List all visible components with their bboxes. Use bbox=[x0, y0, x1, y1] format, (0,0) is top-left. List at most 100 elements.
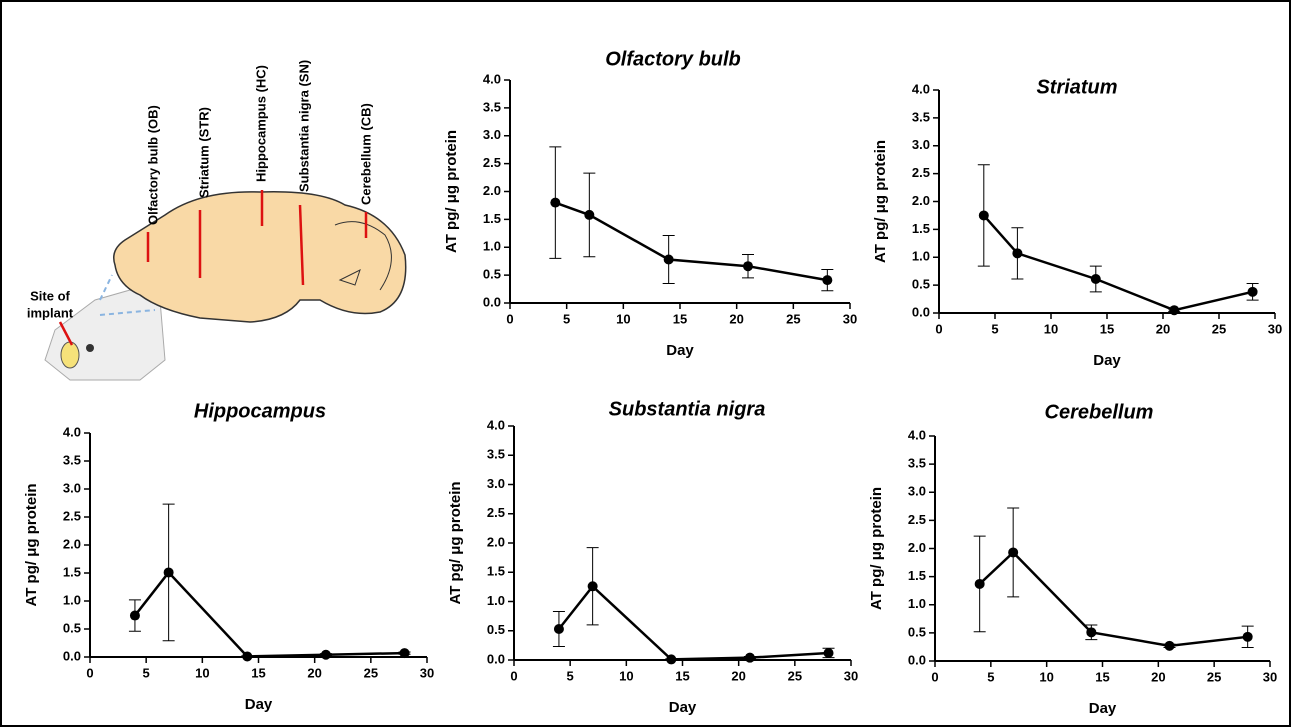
y-tick-label: 0.5 bbox=[912, 277, 930, 292]
y-tick-label: 1.5 bbox=[483, 211, 501, 226]
y-tick-label: 3.5 bbox=[908, 456, 926, 471]
y-tick-label: 1.0 bbox=[908, 596, 926, 611]
y-tick-label: 0.5 bbox=[63, 620, 81, 635]
x-tick-label: 15 bbox=[1095, 669, 1109, 684]
x-tick-label: 20 bbox=[1156, 321, 1170, 336]
x-tick-label: 0 bbox=[86, 665, 93, 680]
x-tick-label: 0 bbox=[510, 668, 517, 683]
y-tick-label: 3.5 bbox=[487, 447, 505, 462]
y-tick-label: 1.0 bbox=[487, 593, 505, 608]
x-tick-label: 15 bbox=[1100, 321, 1114, 336]
y-tick-label: 2.5 bbox=[912, 165, 930, 180]
point bbox=[1169, 305, 1180, 316]
point bbox=[743, 261, 753, 272]
y-tick-label: 2.0 bbox=[912, 193, 930, 208]
y-tick-label: 3.0 bbox=[487, 476, 505, 491]
y-tick-label: 1.0 bbox=[912, 249, 930, 264]
y-tick-label: 1.0 bbox=[63, 592, 81, 607]
y-tick-label: 0.0 bbox=[483, 294, 501, 309]
y-tick-label: 2.0 bbox=[483, 183, 501, 198]
diagram-label: Striatum (STR) bbox=[196, 107, 211, 198]
y-tick-label: 3.0 bbox=[908, 484, 926, 499]
x-tick-label: 15 bbox=[675, 668, 689, 683]
y-tick-label: 3.5 bbox=[63, 452, 81, 467]
x-tick-label: 5 bbox=[143, 665, 150, 680]
chart-title: Olfactory bulb bbox=[605, 48, 741, 70]
x-tick-label: 30 bbox=[844, 668, 858, 683]
implant-label: implant bbox=[27, 305, 74, 320]
point bbox=[399, 648, 410, 659]
y-axis-label: AT pg/ μg protein bbox=[447, 481, 464, 604]
y-tick-label: 4.0 bbox=[483, 71, 501, 86]
x-tick-label: 5 bbox=[563, 311, 570, 326]
point bbox=[584, 209, 595, 220]
x-tick-label: 25 bbox=[786, 311, 800, 326]
point bbox=[1012, 248, 1023, 259]
point bbox=[587, 581, 598, 592]
chart-title: Hippocampus bbox=[194, 400, 326, 422]
y-tick-label: 1.5 bbox=[487, 564, 505, 579]
point bbox=[242, 651, 253, 662]
x-tick-label: 5 bbox=[991, 321, 998, 336]
y-tick-label: 3.0 bbox=[912, 137, 930, 152]
y-tick-label: 3.0 bbox=[483, 127, 501, 142]
chart-title: Cerebellum bbox=[1045, 401, 1154, 423]
x-tick-label: 25 bbox=[788, 668, 802, 683]
y-tick-label: 0.0 bbox=[908, 652, 926, 667]
y-tick-label: 4.0 bbox=[487, 417, 505, 432]
y-tick-label: 0.5 bbox=[487, 622, 505, 637]
x-tick-label: 10 bbox=[1039, 669, 1053, 684]
x-tick-label: 25 bbox=[1212, 321, 1226, 336]
x-tick-label: 20 bbox=[729, 311, 743, 326]
x-tick-label: 15 bbox=[251, 665, 265, 680]
x-tick-label: 20 bbox=[307, 665, 321, 680]
x-axis-label: Day bbox=[1093, 352, 1121, 369]
y-tick-label: 4.0 bbox=[63, 424, 81, 439]
y-tick-label: 2.5 bbox=[487, 505, 505, 520]
x-tick-label: 25 bbox=[1207, 669, 1221, 684]
x-tick-label: 0 bbox=[935, 321, 942, 336]
brain-diagram: Olfactory bulb (OB) Striatum (STR) Hippo… bbox=[27, 60, 407, 381]
chart-title: Striatum bbox=[1036, 76, 1117, 98]
point bbox=[1164, 640, 1175, 651]
y-tick-label: 0.5 bbox=[908, 624, 926, 639]
x-tick-label: 15 bbox=[673, 311, 687, 326]
y-tick-label: 3.0 bbox=[63, 480, 81, 495]
x-axis-label: Day bbox=[245, 696, 273, 713]
y-tick-label: 1.5 bbox=[912, 221, 930, 236]
y-axis-label: AT pg/ μg protein bbox=[872, 140, 889, 263]
pathway bbox=[99, 274, 156, 316]
y-tick-label: 2.0 bbox=[908, 540, 926, 555]
y-axis-label: AT pg/ μg protein bbox=[23, 483, 40, 606]
x-tick-label: 0 bbox=[506, 311, 513, 326]
point bbox=[1008, 547, 1019, 558]
point bbox=[822, 275, 833, 286]
y-tick-label: 3.5 bbox=[483, 99, 501, 114]
x-tick-label: 5 bbox=[567, 668, 574, 683]
x-tick-label: 30 bbox=[843, 311, 857, 326]
point bbox=[1242, 631, 1253, 642]
eye bbox=[86, 344, 94, 352]
y-tick-label: 4.0 bbox=[908, 427, 926, 442]
x-axis-label: Day bbox=[669, 699, 697, 716]
point bbox=[744, 652, 755, 663]
cerebellum-folds bbox=[334, 221, 392, 291]
brain bbox=[113, 191, 407, 323]
point bbox=[666, 654, 677, 665]
diagram-label: Olfactory bulb (OB) bbox=[145, 105, 160, 225]
point bbox=[550, 197, 561, 208]
x-tick-label: 10 bbox=[619, 668, 633, 683]
x-tick-label: 30 bbox=[420, 665, 434, 680]
y-axis-label: AT pg/ μg protein bbox=[443, 130, 460, 253]
y-tick-label: 1.5 bbox=[63, 564, 81, 579]
y-tick-label: 1.5 bbox=[908, 568, 926, 583]
y-tick-label: 2.0 bbox=[63, 536, 81, 551]
point bbox=[974, 578, 985, 589]
x-tick-label: 30 bbox=[1263, 669, 1277, 684]
point bbox=[1090, 273, 1101, 284]
implant bbox=[60, 341, 80, 369]
y-tick-label: 4.0 bbox=[912, 81, 930, 96]
x-tick-label: 10 bbox=[616, 311, 630, 326]
x-tick-label: 25 bbox=[364, 665, 378, 680]
